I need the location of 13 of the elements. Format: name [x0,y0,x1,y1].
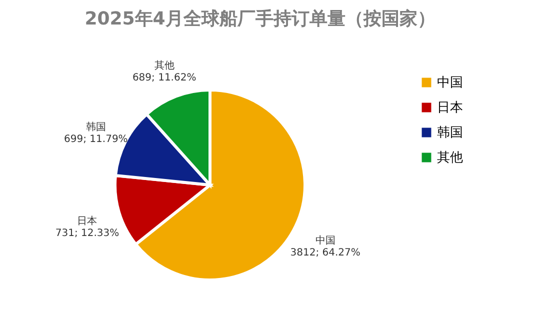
data-label: 3812; 64.27% [290,247,360,258]
slice-label: 日本 [77,215,98,228]
slice-label: 中国 [315,234,336,246]
legend-label: 其他 [437,150,463,166]
slice-label: 其他 [154,59,174,72]
legend-label: 中国 [437,76,463,90]
data-label: 731; 12.33% [55,228,120,240]
data-label: 689; 11.62% [132,72,196,84]
data-label: 699; 11.79% [64,134,128,145]
legend-label: 日本 [437,100,463,116]
legend-label: 韩国 [437,126,463,140]
chart-title: 2025年4月全球船厂手持订单量（按国家） [84,8,436,30]
slice-label: 韩国 [86,120,106,133]
